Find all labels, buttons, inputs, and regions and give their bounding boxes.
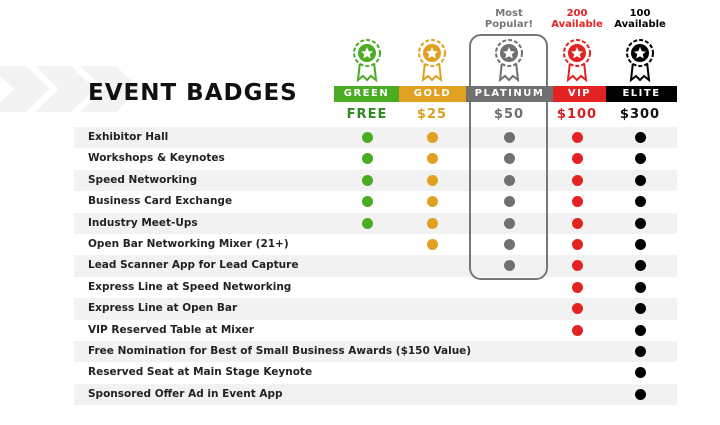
included-dot-elite xyxy=(634,324,646,336)
feature-label: Industry Meet-Ups xyxy=(88,216,198,229)
feature-row: Express Line at Open Bar xyxy=(74,298,677,320)
included-dot-platinum xyxy=(503,132,515,143)
feature-label: Free Nomination for Best of Small Busine… xyxy=(88,345,472,357)
included-dot-vip xyxy=(571,196,583,208)
tier-price-platinum: $50 xyxy=(493,107,525,122)
included-dot-elite xyxy=(634,174,646,186)
tier-price-vip: $100 xyxy=(556,107,598,122)
feature-label: Express Line at Open Bar xyxy=(88,302,238,315)
ribbon-badge-icon xyxy=(353,39,381,82)
feature-row: Exhibitor Hall xyxy=(74,127,677,149)
included-dot-platinum xyxy=(503,196,515,208)
tier-note-elite: 100 Available xyxy=(614,8,666,30)
included-dot-vip xyxy=(571,217,583,229)
feature-label: Business Card Exchange xyxy=(88,195,233,208)
included-dot-elite xyxy=(634,346,646,357)
feature-row: Free Nomination for Best of Small Busine… xyxy=(74,341,677,363)
feature-label: Reserved Seat at Main Stage Keynote xyxy=(88,366,313,379)
feature-row: Speed Networking xyxy=(74,169,677,192)
feature-row: Workshops & Keynotes xyxy=(74,148,677,169)
included-dot-gold xyxy=(426,153,438,165)
included-dot-vip xyxy=(571,281,583,293)
included-dot-platinum xyxy=(503,260,515,272)
included-dot-elite xyxy=(634,281,646,293)
included-dot-vip xyxy=(571,174,583,186)
included-dot-elite xyxy=(634,260,646,272)
included-dot-gold xyxy=(426,239,438,250)
included-dot-elite xyxy=(634,217,646,229)
included-dot-vip xyxy=(571,260,583,272)
included-dot-elite xyxy=(634,367,646,379)
included-dot-elite xyxy=(634,153,646,165)
feature-label: Workshops & Keynotes xyxy=(88,152,225,165)
feature-label: Express Line at Speed Networking xyxy=(88,280,292,293)
tier-price-green: FREE xyxy=(346,107,388,122)
tier-price-gold: $25 xyxy=(416,107,448,122)
feature-row: Express Line at Speed Networking xyxy=(74,277,677,298)
feature-label: Open Bar Networking Mixer (21+) xyxy=(88,238,289,250)
feature-row: Business Card Exchange xyxy=(74,191,677,212)
included-dot-gold xyxy=(426,196,438,208)
included-dot-elite xyxy=(634,239,646,250)
tier-header-green: GREEN xyxy=(334,86,399,102)
tier-header-platinum: PLATINUM xyxy=(466,86,553,102)
included-dot-vip xyxy=(571,153,583,165)
tier-note-platinum: Most Popular! xyxy=(484,8,534,30)
tier-note-vip: 200 Available xyxy=(551,8,603,30)
tier-price-elite: $300 xyxy=(619,107,661,122)
feature-label: Lead Scanner App for Lead Capture xyxy=(88,259,299,272)
included-dot-platinum xyxy=(503,174,515,186)
tier-header-elite: ELITE xyxy=(606,86,677,102)
included-dot-green xyxy=(361,196,373,208)
ribbon-badge-icon xyxy=(626,39,654,82)
ribbon-badge-icon xyxy=(495,39,523,82)
included-dot-vip xyxy=(571,239,583,250)
feature-label: Sponsored Offer Ad in Event App xyxy=(88,387,283,400)
feature-row: Reserved Seat at Main Stage Keynote xyxy=(74,362,677,383)
most-popular-highlight xyxy=(469,34,548,280)
ribbon-badge-icon xyxy=(563,39,591,82)
included-dot-gold xyxy=(426,217,438,229)
included-dot-elite xyxy=(634,196,646,208)
tier-header-vip: VIP xyxy=(553,86,606,102)
feature-label: VIP Reserved Table at Mixer xyxy=(88,323,254,336)
included-dot-vip xyxy=(571,303,583,315)
feature-row: Sponsored Offer Ad in Event App xyxy=(74,383,677,406)
included-dot-platinum xyxy=(503,153,515,165)
included-dot-green xyxy=(361,217,373,229)
included-dot-platinum xyxy=(503,217,515,229)
included-dot-green xyxy=(361,132,373,143)
included-dot-gold xyxy=(426,174,438,186)
included-dot-green xyxy=(361,174,373,186)
ribbon-badge-icon xyxy=(418,39,446,82)
feature-label: Speed Networking xyxy=(88,173,198,186)
feature-label: Exhibitor Hall xyxy=(88,131,169,143)
feature-row: Lead Scanner App for Lead Capture xyxy=(74,255,677,277)
feature-row: Industry Meet-Ups xyxy=(74,212,677,234)
included-dot-vip xyxy=(571,324,583,336)
included-dot-vip xyxy=(571,132,583,143)
included-dot-elite xyxy=(634,132,646,143)
included-dot-platinum xyxy=(503,239,515,250)
included-dot-elite xyxy=(634,388,646,400)
tier-header-gold: GOLD xyxy=(399,86,466,102)
included-dot-green xyxy=(361,153,373,165)
feature-row: Open Bar Networking Mixer (21+) xyxy=(74,234,677,255)
included-dot-elite xyxy=(634,303,646,315)
feature-row: VIP Reserved Table at Mixer xyxy=(74,320,677,341)
included-dot-gold xyxy=(426,132,438,143)
page-title: EVENT BADGES xyxy=(88,80,298,106)
